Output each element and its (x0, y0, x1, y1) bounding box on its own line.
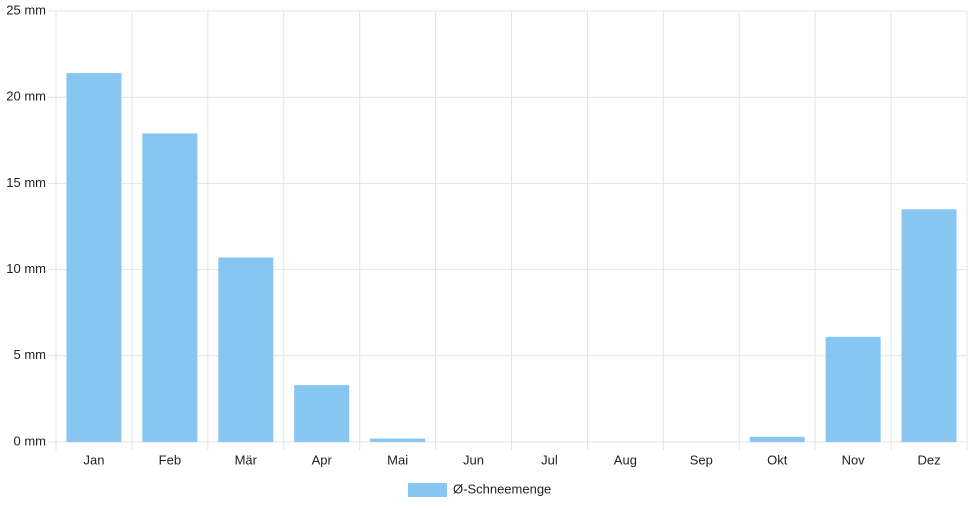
y-tick-label: 5 mm (14, 347, 47, 362)
x-tick-label: Sep (690, 452, 713, 467)
y-tick-label: 10 mm (6, 261, 46, 276)
legend-swatch (408, 483, 447, 497)
bar (370, 438, 426, 442)
x-tick-label: Mai (387, 452, 408, 467)
y-tick-label: 20 mm (6, 89, 46, 104)
bar (218, 257, 274, 442)
x-tick-label: Jul (541, 452, 558, 467)
x-tick-label: Okt (767, 452, 788, 467)
x-tick-label: Aug (614, 452, 637, 467)
x-tick-label: Jan (83, 452, 104, 467)
bar (66, 73, 122, 443)
bar (901, 209, 957, 442)
x-tick-label: Jun (463, 452, 484, 467)
bar (825, 336, 881, 442)
x-tick-label: Nov (842, 452, 866, 467)
x-tick-label: Dez (917, 452, 940, 467)
y-tick-label: 15 mm (6, 175, 46, 190)
bar (749, 436, 805, 442)
y-tick-label: 0 mm (14, 433, 47, 448)
bar (294, 385, 350, 442)
legend-label: Ø-Schneemenge (453, 481, 551, 496)
x-tick-label: Feb (159, 452, 181, 467)
x-tick-label: Apr (312, 452, 333, 467)
y-tick-label: 25 mm (6, 2, 46, 17)
x-tick-label: Mär (235, 452, 258, 467)
bar (142, 133, 198, 443)
